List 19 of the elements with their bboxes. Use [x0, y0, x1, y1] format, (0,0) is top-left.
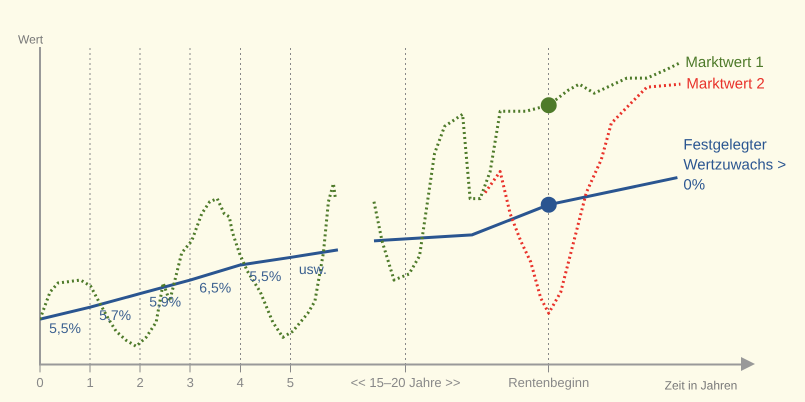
- annotation: 6,5%: [199, 279, 232, 296]
- x-axis-title: Zeit in Jahren: [664, 378, 738, 393]
- x-tick-label: 2: [136, 374, 144, 390]
- y-axis-title: Wert: [18, 32, 44, 46]
- x-tick-label: 3: [186, 374, 194, 390]
- annotation: 5,7%: [99, 307, 132, 324]
- x-tick-label: 0: [36, 374, 44, 390]
- series-label: Festgelegter Wertzuwachs > 0%: [683, 136, 786, 194]
- series-label: Marktwert 2: [686, 75, 765, 92]
- series-label: Marktwert 1: [685, 54, 764, 72]
- annotation: 5,5%: [49, 320, 81, 336]
- annotation: 5,9%: [149, 294, 182, 310]
- annotation: usw.: [298, 260, 327, 277]
- x-tick-label: << 15–20 Jahre >>: [350, 374, 460, 390]
- x-tick-label: Rentenbeginn: [508, 374, 590, 390]
- x-tick-label: 4: [236, 374, 244, 390]
- x-tick-label: 1: [86, 374, 94, 390]
- annotation: 5,5%: [249, 268, 282, 284]
- x-tick-label: 5: [286, 374, 294, 390]
